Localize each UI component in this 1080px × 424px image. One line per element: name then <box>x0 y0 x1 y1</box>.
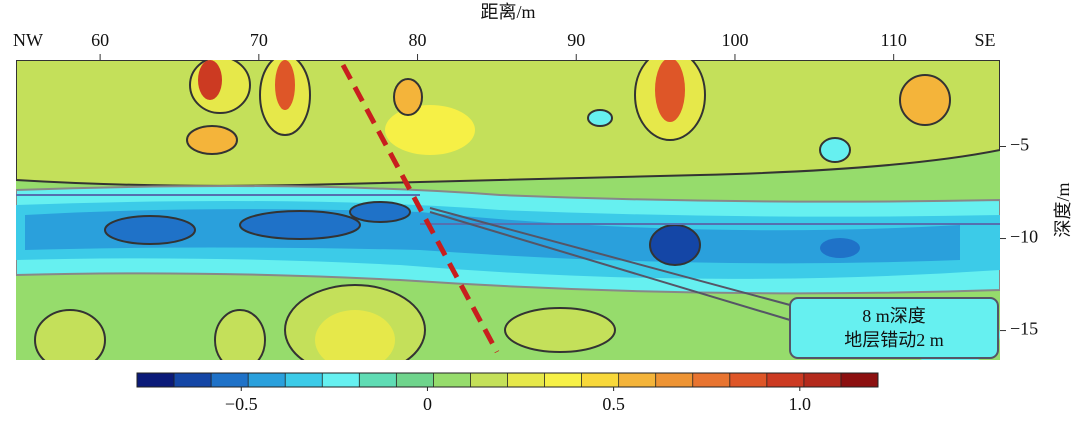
annotation: 8 m深度 <box>862 306 926 326</box>
colorbar-bin <box>396 373 434 387</box>
colorbar-bin <box>433 373 471 387</box>
colorbar-bin <box>618 373 657 387</box>
colorbar-bin <box>470 373 508 387</box>
x-tick-label: 60 <box>91 30 109 50</box>
callout-line <box>429 211 791 321</box>
colorbar-bin <box>840 373 879 387</box>
x-tick-label: 100 <box>721 30 748 50</box>
colorbar-bin <box>137 373 175 387</box>
colorbar-bin <box>803 373 842 387</box>
annotation-box <box>789 297 999 359</box>
contour-field <box>16 60 1000 360</box>
x-axis-label: 距离/m <box>480 2 535 22</box>
fault-line <box>340 63 500 354</box>
direction-label: SE <box>974 30 995 50</box>
x-tick-label: 90 <box>567 30 585 50</box>
y-axis-label: 深度/m <box>1053 182 1073 237</box>
colorbar-bin <box>285 373 323 387</box>
colorbar-bin <box>174 373 212 387</box>
x-tick-label: 80 <box>409 30 427 50</box>
colorbar-bin <box>507 373 546 387</box>
colorbar-bin <box>655 373 694 387</box>
callout-line <box>429 207 791 306</box>
x-tick-label: 70 <box>250 30 268 50</box>
y-tick-label: −5 <box>1010 135 1029 155</box>
colorbar-bin <box>211 373 249 387</box>
direction-label: NW <box>13 30 43 50</box>
colorbar-bin <box>581 373 620 387</box>
colorbar-tick-label: 1.0 <box>789 394 812 414</box>
annotation: 地层错动2 m <box>844 330 944 350</box>
colorbar-bin <box>692 373 731 387</box>
colorbar-bin <box>248 373 286 387</box>
colorbar-tick-label: −0.5 <box>225 394 258 414</box>
y-tick-label: −10 <box>1010 227 1038 247</box>
colorbar-frame <box>136 372 879 388</box>
colorbar-bin <box>322 373 360 387</box>
colorbar-bin <box>766 373 805 387</box>
colorbar-bin <box>729 373 768 387</box>
x-tick-label: 110 <box>880 30 906 50</box>
colorbar-bin <box>544 373 583 387</box>
colorbar-bin <box>359 373 397 387</box>
y-tick-label: −15 <box>1010 319 1038 339</box>
colorbar-tick-label: 0.5 <box>602 394 625 414</box>
colorbar-tick-label: 0 <box>423 394 432 414</box>
